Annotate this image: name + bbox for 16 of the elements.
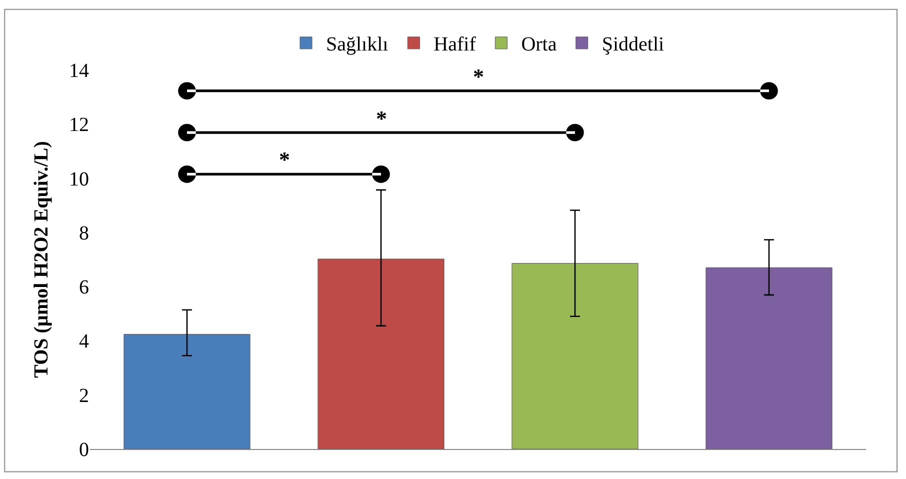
y-tick-label: 2: [79, 384, 89, 407]
legend-label: Şiddetli: [602, 34, 665, 56]
y-tick-label: 12: [69, 114, 89, 136]
y-tick-label: 6: [79, 276, 89, 299]
legend-label: Hafif: [434, 34, 476, 56]
y-axis-title: TOS (µmol H2O2 Equiv./L): [30, 141, 52, 378]
annotation: *: [473, 64, 484, 89]
y-tick-label: 4: [79, 330, 89, 353]
y-tick-label: 8: [79, 222, 89, 244]
legend-label: Orta: [521, 34, 557, 56]
y-tick-label: 14: [69, 60, 89, 82]
legend-label: Sağlıklı: [326, 34, 389, 56]
annotation: *: [376, 106, 387, 131]
y-tick-label: 0: [79, 439, 89, 461]
annotation: *: [279, 147, 290, 172]
y-tick-label: 10: [69, 168, 89, 190]
